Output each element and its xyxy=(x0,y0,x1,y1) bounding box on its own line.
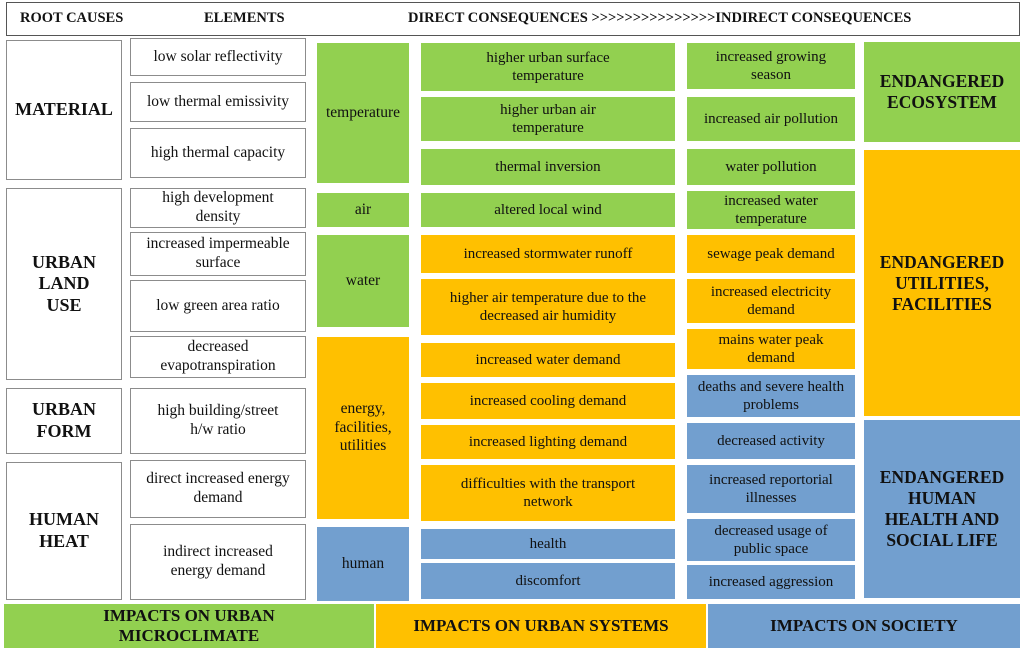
root-cause-urban-form: URBAN FORM xyxy=(6,388,122,454)
indirect-increased-aggression: increased aggression xyxy=(686,564,856,600)
element-low-green-area-ratio: low green area ratio xyxy=(130,280,306,332)
direct-transport-difficulties: difficulties with the transport network xyxy=(420,464,676,522)
element-high-building-street-ratio: high building/street h/w ratio xyxy=(130,388,306,454)
direct-increased-cooling-demand: increased cooling demand xyxy=(420,382,676,420)
header-consequences: DIRECT CONSEQUENCES >>>>>>>>>>>>>>>INDIR… xyxy=(408,10,912,26)
indirect-increased-reportorial-illnesses: increased reportorial illnesses xyxy=(686,464,856,514)
category-human: human xyxy=(316,526,410,602)
category-temperature: temperature xyxy=(316,42,410,184)
direct-discomfort: discomfort xyxy=(420,562,676,600)
indirect-increased-growing-season: increased growing season xyxy=(686,42,856,90)
direct-altered-local-wind: altered local wind xyxy=(420,192,676,228)
element-increased-impermeable-surface: increased impermeable surface xyxy=(130,232,306,276)
root-cause-human-heat: HUMAN HEAT xyxy=(6,462,122,600)
indirect-decreased-usage-public-space: decreased usage of public space xyxy=(686,518,856,562)
direct-higher-air-temperature-humidity: higher air temperature due to the decrea… xyxy=(420,278,676,336)
indirect-increased-water-temperature: increased water temperature xyxy=(686,190,856,230)
indirect-increased-electricity-demand: increased electricity demand xyxy=(686,278,856,324)
indirect-water-pollution: water pollution xyxy=(686,148,856,186)
endangered-human-health-social-life: ENDANGERED HUMAN HEALTH AND SOCIAL LIFE xyxy=(864,420,1020,598)
indirect-sewage-peak-demand: sewage peak demand xyxy=(686,234,856,274)
header-root-causes: ROOT CAUSES xyxy=(20,10,124,26)
impacts-urban-systems: IMPACTS ON URBAN SYSTEMS xyxy=(376,604,706,648)
category-energy-facilities-utilities: energy, facilities, utilities xyxy=(316,336,410,520)
indirect-increased-air-pollution: increased air pollution xyxy=(686,96,856,142)
root-cause-material: MATERIAL xyxy=(6,40,122,180)
direct-increased-stormwater-runoff: increased stormwater runoff xyxy=(420,234,676,274)
indirect-mains-water-peak-demand: mains water peak demand xyxy=(686,328,856,370)
indirect-deaths-severe-health-problems: deaths and severe health problems xyxy=(686,374,856,418)
element-indirect-increased-energy-demand: indirect increased energy demand xyxy=(130,524,306,600)
direct-increased-water-demand: increased water demand xyxy=(420,342,676,378)
direct-increased-lighting-demand: increased lighting demand xyxy=(420,424,676,460)
header-elements: ELEMENTS xyxy=(204,10,285,26)
element-high-development-density: high development density xyxy=(130,188,306,228)
root-cause-urban-land-use: URBAN LAND USE xyxy=(6,188,122,380)
indirect-decreased-activity: decreased activity xyxy=(686,422,856,460)
element-direct-increased-energy-demand: direct increased energy demand xyxy=(130,460,306,518)
element-decreased-evapotranspiration: decreased evapotranspiration xyxy=(130,336,306,378)
impacts-urban-microclimate: IMPACTS ON URBAN MICROCLIMATE xyxy=(4,604,374,648)
element-low-solar-reflectivity: low solar reflectivity xyxy=(130,38,306,76)
category-water: water xyxy=(316,234,410,328)
element-high-thermal-capacity: high thermal capacity xyxy=(130,128,306,178)
category-air: air xyxy=(316,192,410,228)
direct-thermal-inversion: thermal inversion xyxy=(420,148,676,186)
header-bar xyxy=(6,2,1020,36)
direct-higher-urban-surface-temperature: higher urban surface temperature xyxy=(420,42,676,92)
direct-higher-urban-air-temperature: higher urban air temperature xyxy=(420,96,676,142)
element-low-thermal-emissivity: low thermal emissivity xyxy=(130,82,306,122)
impacts-society: IMPACTS ON SOCIETY xyxy=(708,604,1020,648)
endangered-utilities-facilities: ENDANGERED UTILITIES, FACILITIES xyxy=(864,150,1020,416)
direct-health: health xyxy=(420,528,676,560)
endangered-ecosystem: ENDANGERED ECOSYSTEM xyxy=(864,42,1020,142)
